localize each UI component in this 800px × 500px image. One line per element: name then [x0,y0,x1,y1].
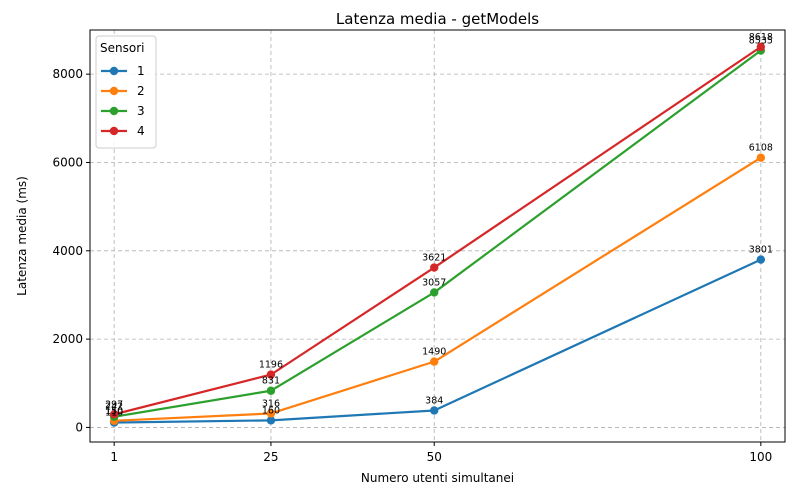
y-tick-label: 4000 [52,244,83,258]
data-label: 150 [105,406,123,417]
x-axis-title: Numero utenti simultanei [361,471,514,485]
series-layer [109,42,766,427]
data-point [266,370,276,379]
data-point [266,386,276,395]
data-label: 316 [262,398,280,409]
data-label: 160 [262,405,280,416]
data-point [430,288,439,297]
series-line-3 [113,49,762,418]
x-tick-label: 25 [263,450,278,464]
legend-label: 2 [137,84,145,98]
grid [90,30,785,442]
data-point [266,416,276,425]
y-axis-ticks: 0 2000 4000 6000 8000 [52,67,90,434]
legend-marker [109,106,119,116]
data-label: 1490 [422,347,446,358]
legend-marker [109,66,119,76]
x-tick-label: 1 [110,450,118,464]
data-label: 110 [105,408,123,419]
data-label: 3801 [749,245,773,256]
y-tick-label: 8000 [52,67,83,81]
series-line-2 [114,156,762,422]
data-label: 384 [425,395,443,406]
data-label: 831 [262,376,280,387]
data-label: 3057 [422,277,446,288]
data-point [430,357,439,366]
data-point [430,406,439,415]
data-label: 8535 [749,36,773,47]
legend-title: Sensori [100,41,144,55]
series-line-4 [113,45,762,416]
x-axis-ticks: 1 25 50 100 [110,442,772,464]
legend-label: 1 [137,64,145,78]
data-label: 3621 [422,253,446,264]
data-point [756,153,766,162]
legend: Sensori 1 2 3 4 [95,35,157,149]
data-label: 8618 [749,32,773,43]
data-point [109,410,119,419]
x-tick-label: 100 [749,450,772,464]
x-tick-label: 50 [427,450,442,464]
y-tick-label: 6000 [52,155,83,169]
data-point [430,263,439,272]
plot-frame [89,29,786,443]
legend-marker [109,86,119,96]
data-label: 1196 [259,360,283,371]
data-label: 6108 [749,143,773,154]
data-labels: 110 160 384 3801 150 316 1490 6108 242 831 3057 853… [105,32,773,419]
data-point [756,42,766,52]
legend-marker [109,126,119,136]
legend-label: 4 [137,124,145,138]
data-point [266,409,276,418]
legend-label: 3 [137,104,145,118]
data-label: 242 [105,402,123,413]
y-tick-label: 0 [75,420,83,434]
y-tick-label: 2000 [52,332,83,346]
data-label: 297 [105,399,123,410]
data-point [756,255,766,264]
chart-title: Latenza media - getModels [336,10,539,28]
series-line-1 [114,258,762,424]
y-axis-title: Latenza media (ms) [15,176,29,296]
